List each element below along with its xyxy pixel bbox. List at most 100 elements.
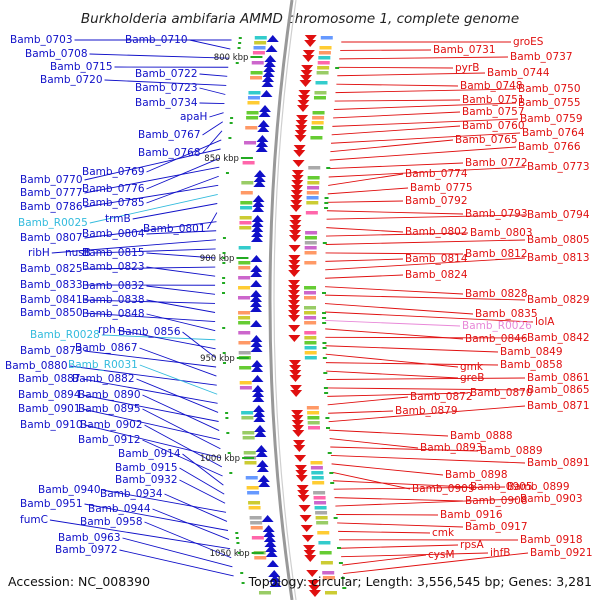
gene-label-bamb-0963[interactable]: Bamb_0963 bbox=[58, 532, 121, 544]
gene-label-bamb-0793[interactable]: Bamb_0793 bbox=[465, 208, 528, 220]
gene-label-bamb-0899[interactable]: Bamb_0899 bbox=[507, 481, 570, 493]
gene-label-bamb-0921[interactable]: Bamb_0921 bbox=[530, 547, 593, 559]
gene-label-bamb-0715[interactable]: Bamb_0715 bbox=[50, 61, 113, 73]
gene-label-gmk[interactable]: gmk bbox=[460, 361, 484, 373]
gene-label-bamb-0908[interactable]: Bamb_0908 bbox=[465, 495, 528, 507]
gene-label-bamb-0757[interactable]: Bamb_0757 bbox=[462, 106, 525, 118]
gene-label-bamb-0801[interactable]: Bamb_0801 bbox=[143, 223, 206, 235]
gene-label-pyrb[interactable]: pyrB bbox=[455, 62, 479, 74]
gene-label-bamb-0951[interactable]: Bamb_0951 bbox=[20, 498, 83, 510]
gene-label-bamb-0912[interactable]: Bamb_0912 bbox=[78, 434, 141, 446]
gene-label-bamb-0932[interactable]: Bamb_0932 bbox=[115, 474, 178, 486]
gene-label-bamb-0887[interactable]: Bamb_0887 bbox=[18, 373, 81, 385]
gene-label-bamb-0814[interactable]: Bamb_0814 bbox=[405, 253, 468, 265]
gene-label-bamb-r0026[interactable]: Bamb_R0026 bbox=[462, 320, 532, 332]
gene-label-bamb-0813[interactable]: Bamb_0813 bbox=[527, 252, 590, 264]
gene-label-bamb-r0028[interactable]: Bamb_R0028 bbox=[30, 329, 100, 341]
gene-label-bamb-0803[interactable]: Bamb_0803 bbox=[470, 227, 533, 239]
gene-label-cysm[interactable]: cysM bbox=[428, 549, 455, 561]
gene-label-trmb[interactable]: trmB bbox=[105, 213, 131, 225]
gene-label-bamb-0773[interactable]: Bamb_0773 bbox=[527, 161, 590, 173]
gene-label-bamb-0774[interactable]: Bamb_0774 bbox=[405, 168, 468, 180]
gene-label-bamb-0835[interactable]: Bamb_0835 bbox=[475, 308, 538, 320]
gene-label-bamb-0889[interactable]: Bamb_0889 bbox=[480, 445, 543, 457]
gene-label-bamb-0829[interactable]: Bamb_0829 bbox=[527, 294, 590, 306]
gene-label-bamb-0916[interactable]: Bamb_0916 bbox=[440, 509, 503, 521]
gene-label-bamb-0915[interactable]: Bamb_0915 bbox=[115, 462, 178, 474]
gene-label-bamb-0768[interactable]: Bamb_0768 bbox=[138, 147, 201, 159]
gene-label-bamb-0833[interactable]: Bamb_0833 bbox=[20, 279, 83, 291]
gene-label-bamb-0760[interactable]: Bamb_0760 bbox=[462, 120, 525, 132]
gene-label-bamb-0880[interactable]: Bamb_0880 bbox=[5, 360, 68, 372]
gene-label-bamb-0775[interactable]: Bamb_0775 bbox=[410, 182, 473, 194]
gene-label-bamb-0708[interactable]: Bamb_0708 bbox=[25, 48, 88, 60]
gene-label-bamb-0867[interactable]: Bamb_0867 bbox=[75, 342, 138, 354]
gene-label-bamb-0865[interactable]: Bamb_0865 bbox=[527, 384, 590, 396]
gene-label-bamb-0812[interactable]: Bamb_0812 bbox=[465, 248, 528, 260]
gene-label-bamb-0944[interactable]: Bamb_0944 bbox=[88, 503, 151, 515]
gene-label-bamb-0940[interactable]: Bamb_0940 bbox=[38, 484, 101, 496]
gene-label-bamb-0841[interactable]: Bamb_0841 bbox=[20, 294, 83, 306]
gene-label-bamb-0828[interactable]: Bamb_0828 bbox=[465, 288, 528, 300]
gene-label-bamb-0766[interactable]: Bamb_0766 bbox=[518, 141, 581, 153]
gene-label-rpsa[interactable]: rpsA bbox=[460, 539, 484, 551]
gene-label-bamb-0910[interactable]: Bamb_0910 bbox=[20, 419, 83, 431]
gene-label-bamb-0737[interactable]: Bamb_0737 bbox=[510, 51, 573, 63]
gene-label-bamb-0872[interactable]: Bamb_0872 bbox=[410, 391, 473, 403]
gene-label-bamb-0901[interactable]: Bamb_0901 bbox=[18, 403, 81, 415]
gene-label-bamb-0772[interactable]: Bamb_0772 bbox=[465, 157, 528, 169]
gene-label-bamb-0720[interactable]: Bamb_0720 bbox=[40, 74, 103, 86]
gene-label-bamb-0802[interactable]: Bamb_0802 bbox=[405, 226, 468, 238]
gene-label-bamb-0777[interactable]: Bamb_0777 bbox=[20, 187, 83, 199]
gene-label-bamb-0870[interactable]: Bamb_0870 bbox=[470, 387, 533, 399]
gene-label-bamb-0879[interactable]: Bamb_0879 bbox=[395, 405, 458, 417]
gene-label-bamb-0769[interactable]: Bamb_0769 bbox=[82, 166, 145, 178]
gene-label-bamb-0825[interactable]: Bamb_0825 bbox=[20, 263, 83, 275]
gene-label-bamb-0856[interactable]: Bamb_0856 bbox=[118, 326, 181, 338]
gene-label-bamb-0861[interactable]: Bamb_0861 bbox=[527, 372, 590, 384]
gene-label-bamb-0914[interactable]: Bamb_0914 bbox=[118, 448, 181, 460]
gene-label-bamb-0722[interactable]: Bamb_0722 bbox=[135, 68, 198, 80]
gene-label-bamb-0759[interactable]: Bamb_0759 bbox=[520, 113, 583, 125]
gene-label-bamb-0903[interactable]: Bamb_0903 bbox=[520, 493, 583, 505]
gene-label-ihfb[interactable]: ihfB bbox=[490, 547, 510, 559]
gene-label-bamb-r0031[interactable]: Bamb_R0031 bbox=[68, 359, 138, 371]
gene-label-bamb-0958[interactable]: Bamb_0958 bbox=[80, 516, 143, 528]
gene-label-bamb-0792[interactable]: Bamb_0792 bbox=[405, 195, 468, 207]
gene-label-bamb-0750[interactable]: Bamb_0750 bbox=[518, 83, 581, 95]
gene-label-bamb-0703[interactable]: Bamb_0703 bbox=[10, 34, 73, 46]
gene-label-bamb-0744[interactable]: Bamb_0744 bbox=[487, 67, 550, 79]
gene-label-bamb-0902[interactable]: Bamb_0902 bbox=[80, 419, 143, 431]
gene-label-bamb-0858[interactable]: Bamb_0858 bbox=[500, 359, 563, 371]
gene-label-bamb-0850[interactable]: Bamb_0850 bbox=[20, 307, 83, 319]
gene-label-bamb-0710[interactable]: Bamb_0710 bbox=[125, 34, 188, 46]
gene-label-bamb-0751[interactable]: Bamb_0751 bbox=[462, 94, 525, 106]
gene-label-ribh[interactable]: ribH bbox=[28, 247, 50, 259]
gene-label-bamb-r0025[interactable]: Bamb_R0025 bbox=[18, 217, 88, 229]
gene-label-bamb-0849[interactable]: Bamb_0849 bbox=[500, 346, 563, 358]
gene-label-bamb-0767[interactable]: Bamb_0767 bbox=[138, 129, 201, 141]
gene-label-bamb-0794[interactable]: Bamb_0794 bbox=[527, 209, 590, 221]
gene-label-bamb-0776[interactable]: Bamb_0776 bbox=[82, 183, 145, 195]
gene-label-bamb-0748[interactable]: Bamb_0748 bbox=[460, 80, 523, 92]
gene-label-fumc[interactable]: fumC bbox=[20, 514, 48, 526]
gene-label-cmk[interactable]: cmk bbox=[432, 527, 455, 539]
gene-label-bamb-0824[interactable]: Bamb_0824 bbox=[405, 269, 468, 281]
gene-label-bamb-0890[interactable]: Bamb_0890 bbox=[78, 389, 141, 401]
gene-label-bamb-0895[interactable]: Bamb_0895 bbox=[78, 403, 141, 415]
gene-label-bamb-0898[interactable]: Bamb_0898 bbox=[445, 469, 508, 481]
gene-label-bamb-0832[interactable]: Bamb_0832 bbox=[82, 280, 145, 292]
gene-label-bamb-0846[interactable]: Bamb_0846 bbox=[465, 333, 528, 345]
gene-label-bamb-0770[interactable]: Bamb_0770 bbox=[20, 174, 83, 186]
gene-label-greb[interactable]: greB bbox=[460, 372, 484, 384]
gene-label-bamb-0873[interactable]: Bamb_0873 bbox=[20, 345, 83, 357]
gene-label-bamb-0765[interactable]: Bamb_0765 bbox=[455, 134, 518, 146]
gene-label-bamb-0848[interactable]: Bamb_0848 bbox=[82, 308, 145, 320]
gene-label-bamb-0823[interactable]: Bamb_0823 bbox=[82, 261, 145, 273]
gene-label-bamb-0972[interactable]: Bamb_0972 bbox=[55, 544, 118, 556]
gene-label-bamb-0934[interactable]: Bamb_0934 bbox=[100, 488, 163, 500]
gene-label-bamb-0842[interactable]: Bamb_0842 bbox=[527, 332, 590, 344]
gene-label-bamb-0786[interactable]: Bamb_0786 bbox=[20, 201, 83, 213]
gene-label-bamb-0838[interactable]: Bamb_0838 bbox=[82, 294, 145, 306]
gene-label-nusb[interactable]: nusB bbox=[65, 247, 91, 259]
